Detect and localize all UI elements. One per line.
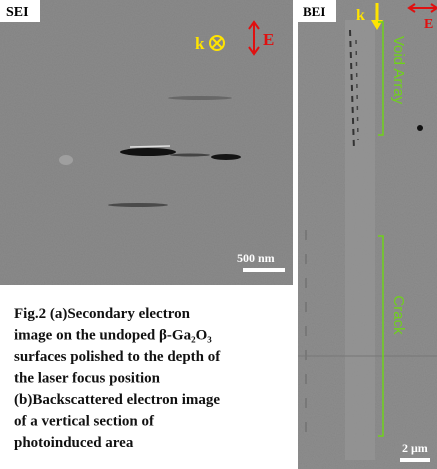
caption-line: Fig.2 (a)Secondary electron: [14, 306, 191, 322]
scale-bar-label: 2 μm: [402, 441, 428, 455]
sei-image: SEI k E 500 nm: [0, 0, 293, 285]
caption-line: surfaces polished to the depth of: [14, 349, 221, 365]
caption-line: photoinduced area: [14, 435, 134, 451]
bei-image: BEI k E Void Array Crack 2 μm: [298, 0, 437, 469]
figure: SEI k E 500 nm BEI k E Void Array Crack …: [0, 0, 437, 469]
caption-line: (b)Backscattered electron image: [14, 392, 220, 408]
region-label: Crack: [390, 295, 407, 335]
panel-label: BEI: [303, 4, 325, 19]
e-label: E: [263, 30, 274, 49]
k-label: k: [195, 34, 205, 53]
caption-line: the laser focus position: [14, 371, 161, 387]
k-label: k: [356, 7, 365, 24]
scale-bar-label: 500 nm: [237, 251, 275, 265]
region-label: Void Array: [390, 36, 407, 105]
caption: Fig.2 (a)Secondary electron image on the …: [14, 306, 221, 451]
caption-line: image on the undoped β-Ga₂O₃: [14, 328, 212, 344]
panel-label: SEI: [6, 5, 29, 20]
e-label: E: [424, 17, 433, 32]
caption-line: of a vertical section of: [14, 414, 155, 430]
